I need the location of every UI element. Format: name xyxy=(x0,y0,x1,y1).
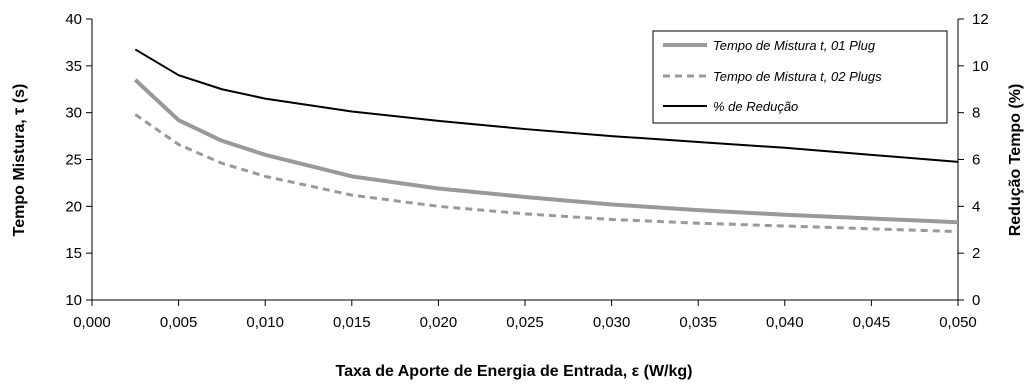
x-tick-label: 0,035 xyxy=(679,314,717,331)
y-right-tick-label: 0 xyxy=(972,292,980,309)
y-right-tick-label: 10 xyxy=(972,58,989,75)
y-left-tick-label: 20 xyxy=(65,198,82,215)
y-left-axis-title: Tempo Mistura, τ (s) xyxy=(11,84,28,237)
x-tick-label: 0,005 xyxy=(160,314,198,331)
series-line-1 xyxy=(133,78,959,225)
y-left-tick-label: 25 xyxy=(65,152,82,169)
series-group xyxy=(133,48,959,234)
x-axis-title: Taxa de Aporte de Energia de Entrada, ε … xyxy=(336,363,693,380)
y-right-tick-label: 12 xyxy=(972,11,989,28)
x-tick-label: 0,020 xyxy=(420,314,458,331)
legend-label-series-2: Tempo de Mistura t, 02 Plugs xyxy=(713,69,882,84)
legend-label-series-1: Tempo de Mistura t, 01 Plug xyxy=(713,38,876,53)
y-left-tick-label: 40 xyxy=(65,11,82,28)
legend: Tempo de Mistura t, 01 Plug Tempo de Mis… xyxy=(652,30,948,124)
y-left-tick-label: 30 xyxy=(65,105,82,122)
y-left-tick-label: 35 xyxy=(65,58,82,75)
series-line-2 xyxy=(134,113,959,234)
x-tick-label: 0,040 xyxy=(766,314,804,331)
series-line-3 xyxy=(134,48,959,163)
y-left-tick-group: 10 15 20 25 30 35 40 xyxy=(65,11,92,309)
y-right-tick-group: 0 2 4 6 8 10 12 xyxy=(958,11,989,309)
x-tick-label: 0,015 xyxy=(333,314,371,331)
y-right-tick-label: 2 xyxy=(972,245,980,262)
y-right-tick-label: 8 xyxy=(972,105,980,122)
y-right-tick-label: 6 xyxy=(972,152,980,169)
legend-label-series-3: % de Redução xyxy=(713,99,798,114)
y-left-tick-label: 10 xyxy=(65,292,82,309)
x-tick-group: 0,000 0,005 0,010 0,015 0,020 0,025 0,030 0,035… xyxy=(73,300,977,331)
x-tick-label: 0,025 xyxy=(506,314,544,331)
x-tick-label: 0,000 xyxy=(73,314,111,331)
x-tick-label: 0,050 xyxy=(939,314,977,331)
x-tick-label: 0,010 xyxy=(246,314,284,331)
y-left-tick-label: 15 xyxy=(65,245,82,262)
x-tick-label: 0,030 xyxy=(593,314,631,331)
y-right-axis-title: Redução Tempo (%) xyxy=(1007,84,1024,237)
x-tick-label: 0,045 xyxy=(853,314,891,331)
y-right-tick-label: 4 xyxy=(972,198,980,215)
